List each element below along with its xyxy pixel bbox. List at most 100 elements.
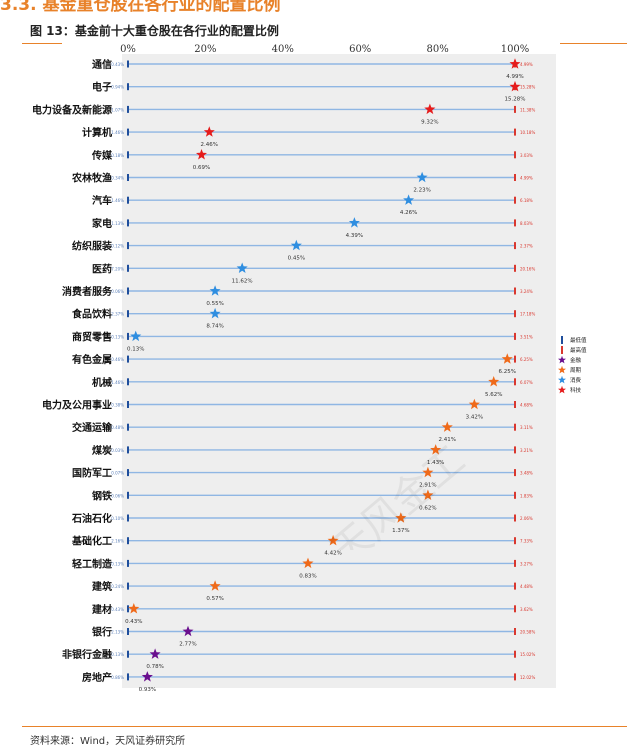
min-value-label: 1.13% — [111, 221, 124, 226]
section-heading: 3.3. 基金重仓股在各行业的配置比例 — [0, 0, 281, 15]
current-value-label: 9.32% — [421, 119, 438, 125]
x-tick-label: 80% — [426, 44, 448, 55]
min-marker — [127, 650, 129, 658]
max-value-label: 3.27% — [520, 561, 533, 566]
current-value-label: 4.99% — [506, 74, 523, 80]
min-value-label: 0.18% — [111, 153, 124, 158]
min-value-label: 0.07% — [111, 471, 124, 476]
current-value-star — [182, 625, 194, 637]
current-value-star — [348, 217, 360, 228]
industry-label: 计算机 — [82, 126, 112, 139]
max-value-label: 2.37% — [520, 244, 533, 249]
max-value-label: 3.24% — [520, 289, 533, 294]
min-marker — [127, 559, 129, 567]
current-value-label: 15.28% — [505, 97, 526, 103]
current-value-star — [430, 444, 442, 455]
current-value-label: 0.55% — [206, 301, 223, 307]
legend-swatch-min — [561, 336, 563, 344]
current-value-star — [501, 353, 513, 364]
max-value-label: 3.48% — [520, 471, 533, 476]
min-marker — [127, 469, 129, 477]
min-marker — [127, 401, 129, 408]
min-value-label: 7.20% — [111, 266, 124, 271]
min-value-label: 1.46% — [111, 130, 124, 135]
max-marker — [514, 628, 516, 635]
min-marker — [127, 446, 129, 454]
industry-label: 机械 — [92, 376, 112, 389]
industry-label: 医药 — [92, 262, 112, 275]
min-value-label: 0.13% — [111, 561, 124, 566]
max-value-label: 10.18% — [520, 130, 535, 135]
current-value-label: 0.93% — [139, 687, 156, 693]
x-tick-label: 60% — [349, 44, 371, 55]
industry-label: 建材 — [91, 603, 112, 616]
max-marker — [514, 105, 516, 113]
current-value-star — [209, 307, 221, 319]
industry-label: 通信 — [92, 58, 112, 71]
max-marker — [514, 196, 516, 204]
current-value-label: 2.77% — [179, 642, 196, 648]
industry-label: 消费者服务 — [62, 285, 113, 298]
max-marker — [514, 332, 516, 340]
min-marker — [127, 219, 129, 227]
max-marker — [514, 537, 516, 545]
max-value-label: 3.62% — [520, 607, 533, 612]
industry-label: 轻工制造 — [72, 557, 113, 570]
current-value-label: 0.62% — [419, 505, 436, 511]
max-marker — [514, 605, 516, 613]
max-marker — [514, 128, 516, 136]
max-marker — [514, 287, 516, 295]
min-value-label: 0.10% — [111, 516, 124, 521]
legend-label: 最低值 — [570, 336, 587, 344]
current-value-label: 0.57% — [206, 596, 223, 602]
max-value-label: 3.03% — [520, 153, 533, 158]
max-value-label: 2.06% — [520, 516, 533, 521]
current-value-label: 1.43% — [427, 460, 444, 466]
legend-star-financial — [558, 355, 566, 364]
max-marker — [514, 219, 516, 227]
min-marker — [127, 378, 129, 386]
current-value-star — [236, 262, 248, 273]
max-value-label: 8.03% — [520, 221, 533, 226]
industry-label: 石油石化 — [71, 512, 112, 525]
max-marker — [514, 559, 516, 567]
max-value-label: 1.83% — [520, 493, 533, 498]
max-value-label: 6.25% — [520, 357, 533, 362]
industry-label: 电力设备及新能源 — [32, 103, 112, 116]
current-value-star — [422, 489, 434, 500]
min-marker — [127, 537, 129, 545]
max-marker — [514, 355, 516, 363]
min-marker — [127, 605, 129, 613]
current-value-label: 0.83% — [299, 573, 316, 579]
current-value-label: 6.25% — [499, 369, 516, 375]
legend-label: 科技 — [570, 386, 582, 394]
current-value-label: 0.43% — [125, 619, 142, 625]
current-value-star — [302, 557, 314, 569]
industry-label: 煤炭 — [92, 444, 112, 457]
min-marker — [127, 355, 129, 363]
industry-label: 国防军工 — [72, 467, 112, 480]
min-marker — [127, 196, 129, 204]
current-value-star — [468, 398, 480, 410]
current-value-star — [327, 534, 339, 546]
max-marker — [514, 242, 516, 250]
max-marker — [514, 401, 516, 408]
current-value-star — [403, 194, 415, 205]
current-value-star — [488, 376, 500, 387]
max-value-label: 12.02% — [520, 675, 535, 680]
min-marker — [127, 264, 129, 272]
x-tick-label: 100% — [501, 44, 530, 55]
current-value-star — [441, 421, 453, 432]
min-marker — [127, 514, 129, 522]
industry-label: 交通运输 — [72, 421, 113, 434]
max-marker — [514, 469, 516, 477]
current-value-label: 3.42% — [466, 415, 483, 421]
current-value-label: 0.13% — [127, 346, 144, 352]
current-value-star — [203, 126, 215, 137]
current-value-label: 4.42% — [324, 551, 341, 557]
legend-label: 最高值 — [570, 346, 587, 354]
title-rule-left — [22, 43, 62, 44]
current-value-star — [395, 512, 407, 523]
min-marker — [127, 242, 129, 250]
legend-label: 周期 — [570, 367, 582, 374]
